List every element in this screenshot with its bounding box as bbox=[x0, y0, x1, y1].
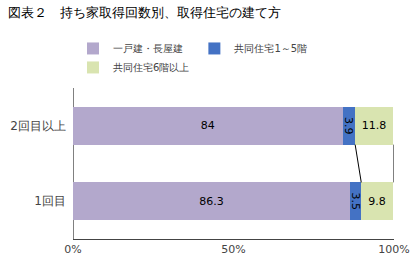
svg-text:9.8: 9.8 bbox=[368, 195, 386, 208]
svg-text:3.5: 3.5 bbox=[349, 193, 362, 211]
svg-text:2回目以上: 2回目以上 bbox=[10, 119, 66, 133]
svg-text:1回目: 1回目 bbox=[34, 194, 66, 208]
svg-text:0%: 0% bbox=[64, 243, 81, 256]
svg-text:図表２ 持ち家取得回数別、取得住宅の建て方: 図表２ 持ち家取得回数別、取得住宅の建て方 bbox=[8, 5, 281, 20]
svg-text:3.9: 3.9 bbox=[342, 117, 355, 135]
svg-text:共同住宅1～5階: 共同住宅1～5階 bbox=[234, 43, 307, 54]
svg-text:一戸建・長屋建: 一戸建・長屋建 bbox=[113, 43, 183, 54]
svg-text:86.3: 86.3 bbox=[199, 195, 224, 208]
svg-text:100%: 100% bbox=[378, 243, 409, 256]
svg-text:11.8: 11.8 bbox=[362, 119, 387, 132]
svg-text:50%: 50% bbox=[221, 243, 245, 256]
svg-text:共同住宅6階以上: 共同住宅6階以上 bbox=[113, 62, 189, 73]
svg-text:84: 84 bbox=[201, 119, 215, 132]
